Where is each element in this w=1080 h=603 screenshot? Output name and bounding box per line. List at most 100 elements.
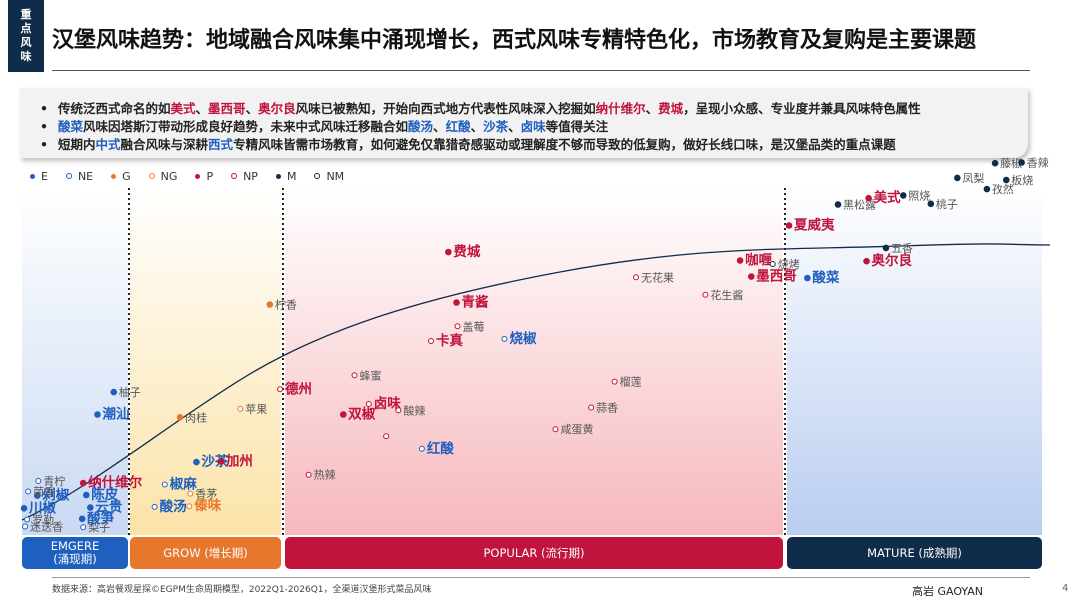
flavor-point xyxy=(82,491,90,499)
flavor-point xyxy=(702,291,709,298)
note-text: 中式 xyxy=(95,137,121,152)
flavor-point xyxy=(785,222,793,229)
flavor-point xyxy=(79,479,87,487)
flavor-label: 无花果 xyxy=(641,271,674,284)
flavor-point xyxy=(34,492,41,500)
section-tag: 重点风味 xyxy=(8,0,44,72)
legend-marker xyxy=(111,173,117,179)
flavor-point xyxy=(769,261,776,267)
lifecycle-curve xyxy=(21,243,1051,521)
legend-label: P xyxy=(206,169,214,183)
flavor-label: 烧椒 xyxy=(509,330,536,347)
flavor-point xyxy=(151,503,158,510)
flavor-point xyxy=(991,159,999,167)
band-grow xyxy=(130,188,281,535)
legend-label: E xyxy=(41,169,48,183)
flavor-point xyxy=(365,401,372,407)
note-text: 等值得关注 xyxy=(545,119,609,134)
flavor-point xyxy=(94,411,101,418)
band-popular xyxy=(285,188,783,535)
brand-label: 高岩 GAOYAN xyxy=(912,585,984,598)
flavor-label: 酸菜 xyxy=(812,269,840,286)
flavor-label: 剁椒 xyxy=(42,487,69,504)
flavor-point xyxy=(22,523,29,530)
flavor-point xyxy=(1018,159,1025,166)
note-text: 美式 xyxy=(170,101,196,116)
flavor-point xyxy=(418,445,425,452)
legend-item-ne: NE xyxy=(65,168,93,184)
legend-label: NP xyxy=(243,169,258,183)
note-text: 西式 xyxy=(208,137,234,152)
bullet: • xyxy=(40,101,48,116)
flavor-label: 潮汕 xyxy=(102,406,129,423)
flavor-label: 照烧 xyxy=(908,189,930,202)
legend-label: NG xyxy=(160,169,178,183)
legend-marker xyxy=(314,173,321,179)
flavor-label: 咸蛋黄 xyxy=(560,422,593,436)
flavor-label: 川椒 xyxy=(28,499,56,516)
flavor-label: 纳什维尔 xyxy=(88,474,142,491)
summary-line-2: • 酸菜风味因塔斯汀带动形成良好趋势，未来中式风味迁移融合如酸汤、红酸、沙茶、卤味… xyxy=(40,116,608,135)
stage-emerge: EMGERE (涌现期) xyxy=(22,537,128,569)
note-text: 传统泛西式命名的如 xyxy=(58,101,171,116)
flavor-label: 夏威夷 xyxy=(793,217,835,234)
legend-label: G xyxy=(122,169,131,183)
flavor-point xyxy=(187,490,194,497)
flavor-label: 青柠 xyxy=(43,474,65,488)
flavor-label: 盖莓 xyxy=(463,319,485,333)
note-text: 、 xyxy=(470,119,484,134)
flavor-point xyxy=(395,407,402,414)
note-text: 短期内 xyxy=(58,137,96,152)
legend-item-np: NP xyxy=(231,168,258,184)
note-text: 卤味 xyxy=(520,119,546,134)
flavor-label: 柚子 xyxy=(119,385,141,399)
flavor-point xyxy=(899,192,907,199)
flavor-point xyxy=(25,488,32,495)
flavor-point xyxy=(237,405,244,412)
flavor-point xyxy=(804,274,811,282)
flavor-point xyxy=(882,244,890,252)
flavor-label: 德州 xyxy=(285,380,312,397)
flavor-label: 酸汤 xyxy=(160,498,187,515)
flavor-label: 酸笋 xyxy=(87,510,114,527)
flavor-point xyxy=(983,185,991,193)
flavor-point xyxy=(176,414,184,421)
note-text: 、 xyxy=(195,101,209,116)
note-text: 墨西哥 xyxy=(208,101,246,116)
flavor-point xyxy=(1003,176,1010,184)
flavor-label: 卤味 xyxy=(374,395,401,412)
note-text: ，呈现小众感、专业度并兼具风味特色属性 xyxy=(683,101,921,116)
legend-item-ng: NG xyxy=(148,168,178,184)
note-text: 融合风味与深耕 xyxy=(120,137,209,152)
flavor-label: 菌香 xyxy=(33,486,55,499)
flavor-point xyxy=(428,338,435,344)
flavor-point xyxy=(736,257,744,264)
legend-marker xyxy=(148,173,155,179)
legend-label: M xyxy=(286,169,297,183)
note-text: 酸菜 xyxy=(58,119,84,134)
flavor-label: 罗勒 xyxy=(32,514,54,527)
flavor-label: 凤梨 xyxy=(962,171,984,185)
flavor-point xyxy=(588,404,595,411)
flavor-label: 椒麻 xyxy=(170,476,197,493)
note-text: 红酸 xyxy=(445,119,471,134)
flavor-label: 香茅 xyxy=(195,488,217,501)
flavor-point xyxy=(834,201,842,208)
note-text: 酸汤 xyxy=(408,119,434,134)
legend-marker xyxy=(275,173,281,179)
flavor-label: 柠香 xyxy=(275,298,297,312)
note-text: 、 xyxy=(645,101,659,116)
flavor-point xyxy=(340,411,347,418)
note-text: 专精风味皆需市场教育，如何避免仅靠猎奇感驱动或理解度不够而导致的低复购，做好长线… xyxy=(233,137,896,152)
legend-item-m: M xyxy=(275,168,297,184)
note-text: 风味因塔斯汀带动形成良好趋势，未来中式风味迁移融合如 xyxy=(83,119,409,134)
flavor-point xyxy=(863,257,870,265)
flavor-point xyxy=(501,335,508,342)
flavor-label: 藤椒 xyxy=(1000,156,1022,170)
flavor-label: 双椒 xyxy=(348,406,375,423)
flavor-point xyxy=(193,458,200,466)
flavor-label: 桃子 xyxy=(936,197,958,211)
flavor-label: 红酸 xyxy=(427,440,454,457)
stage-popular: POPULAR (流行期) xyxy=(285,537,783,569)
